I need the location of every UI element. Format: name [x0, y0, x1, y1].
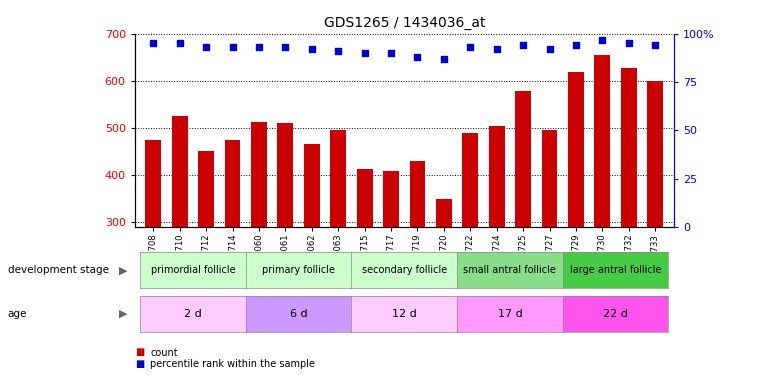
Bar: [594, 55, 611, 363]
Text: small antral follicle: small antral follicle: [464, 265, 557, 275]
Text: ■: ■: [135, 359, 144, 369]
Text: secondary follicle: secondary follicle: [362, 265, 447, 275]
Bar: [383, 171, 399, 363]
Point: [411, 54, 424, 60]
Bar: [172, 116, 188, 363]
Point: [200, 44, 213, 50]
Point: [253, 44, 265, 50]
Bar: [146, 140, 161, 363]
Point: [359, 50, 371, 56]
Bar: [225, 140, 240, 363]
Point: [226, 44, 239, 50]
Point: [623, 40, 635, 46]
Bar: [515, 91, 531, 363]
Bar: [277, 123, 293, 363]
Bar: [251, 122, 267, 363]
Point: [306, 46, 318, 52]
Bar: [410, 161, 425, 363]
Text: 2 d: 2 d: [184, 309, 202, 319]
Text: 12 d: 12 d: [392, 309, 417, 319]
Bar: [568, 72, 584, 363]
Text: age: age: [8, 309, 27, 319]
Point: [173, 40, 186, 46]
Point: [385, 50, 397, 56]
Bar: [489, 126, 504, 363]
Point: [544, 46, 556, 52]
Point: [464, 44, 477, 50]
Text: development stage: development stage: [8, 265, 109, 275]
Point: [280, 44, 292, 50]
Bar: [357, 169, 373, 363]
Text: 22 d: 22 d: [603, 309, 628, 319]
Title: GDS1265 / 1434036_at: GDS1265 / 1434036_at: [323, 16, 485, 30]
Text: primary follicle: primary follicle: [262, 265, 335, 275]
Point: [147, 40, 159, 46]
Bar: [621, 68, 637, 363]
Point: [437, 56, 450, 62]
Bar: [330, 130, 346, 363]
Text: large antral follicle: large antral follicle: [570, 265, 661, 275]
Bar: [198, 151, 214, 363]
Point: [649, 42, 661, 48]
Text: 6 d: 6 d: [290, 309, 307, 319]
Point: [596, 36, 608, 42]
Point: [570, 42, 582, 48]
Text: ■: ■: [135, 348, 144, 357]
Text: count: count: [150, 348, 178, 357]
Point: [490, 46, 503, 52]
Bar: [462, 133, 478, 363]
Point: [517, 42, 529, 48]
Text: primordial follicle: primordial follicle: [151, 265, 235, 275]
Point: [332, 48, 344, 54]
Bar: [541, 130, 557, 363]
Bar: [648, 81, 663, 363]
Text: ▶: ▶: [119, 309, 128, 319]
Bar: [436, 199, 452, 363]
Text: percentile rank within the sample: percentile rank within the sample: [150, 359, 315, 369]
Text: 17 d: 17 d: [497, 309, 522, 319]
Text: ▶: ▶: [119, 265, 128, 275]
Bar: [304, 144, 320, 363]
